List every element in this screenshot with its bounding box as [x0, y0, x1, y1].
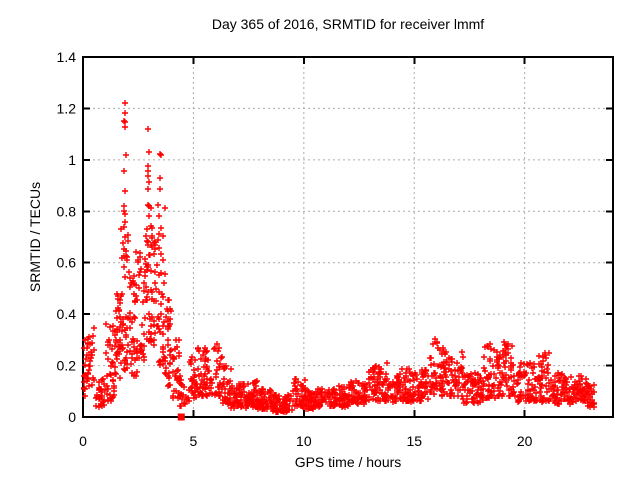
- x-tick-label: 5: [190, 433, 198, 449]
- y-tick-label: 0.8: [57, 203, 77, 219]
- y-tick-label: 0: [68, 409, 76, 425]
- x-tick-label: 15: [406, 433, 422, 449]
- x-axis-label: GPS time / hours: [295, 454, 402, 470]
- plot-border: [82, 56, 614, 418]
- gridlines: [83, 57, 613, 417]
- data-points: [81, 100, 597, 421]
- y-tick-label: 0.2: [57, 358, 77, 374]
- y-tick-label: 0.6: [57, 255, 77, 271]
- x-tick-label: 0: [79, 433, 87, 449]
- tick-labels: 0 5 10 15 20 0 0.2 0.4 0.6 0.8 1 1.2 1.4: [57, 49, 533, 449]
- x-tick-label: 20: [517, 433, 533, 449]
- srmtid-plus-markers: [81, 100, 597, 415]
- y-tick-label: 1.2: [57, 100, 77, 116]
- y-axis-label: SRMTID / TECUs: [27, 182, 43, 292]
- square-marker: [177, 413, 185, 421]
- x-tick-label: 10: [296, 433, 312, 449]
- y-tick-label: 1: [68, 152, 76, 168]
- chart-title: Day 365 of 2016, SRMTID for receiver lmm…: [212, 16, 484, 32]
- y-tick-label: 1.4: [57, 49, 77, 65]
- y-tick-label: 0.4: [57, 306, 77, 322]
